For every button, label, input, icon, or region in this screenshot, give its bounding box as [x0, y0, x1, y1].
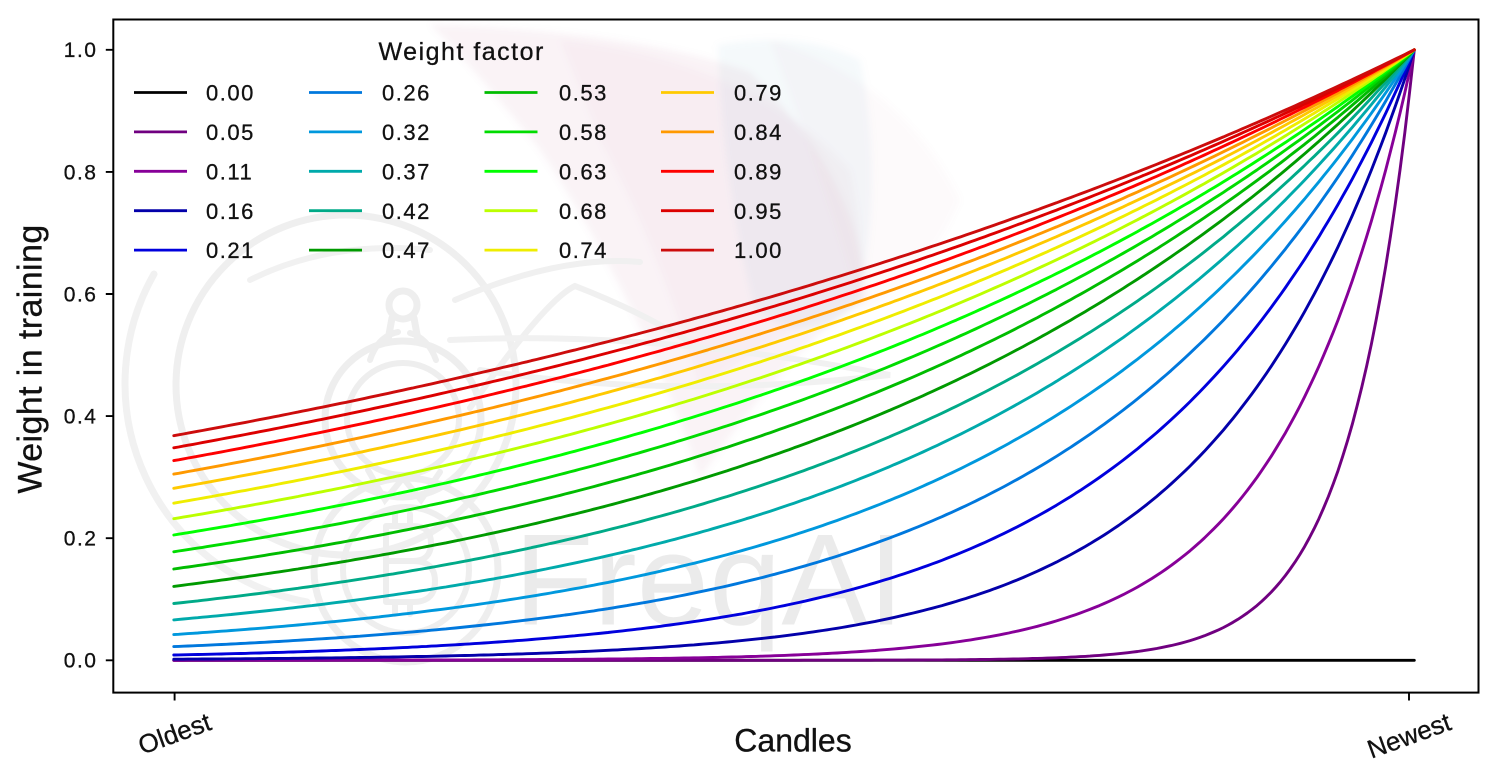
- svg-text:1.00: 1.00: [734, 238, 783, 263]
- svg-text:0.63: 0.63: [559, 159, 608, 184]
- svg-text:0.16: 0.16: [206, 199, 255, 224]
- svg-text:0.89: 0.89: [734, 159, 783, 184]
- svg-text:0.8: 0.8: [64, 161, 98, 184]
- svg-text:0.84: 0.84: [734, 120, 783, 145]
- svg-text:0.42: 0.42: [382, 199, 431, 224]
- svg-text:Weight in training: Weight in training: [12, 224, 50, 493]
- svg-text:Weight factor: Weight factor: [379, 38, 545, 66]
- svg-text:0.0: 0.0: [64, 650, 98, 673]
- svg-text:0.6: 0.6: [64, 283, 98, 306]
- svg-text:0.2: 0.2: [64, 528, 98, 551]
- svg-text:0.53: 0.53: [559, 81, 608, 106]
- svg-text:0.4: 0.4: [64, 406, 98, 429]
- svg-text:0.74: 0.74: [559, 238, 608, 263]
- svg-text:0.32: 0.32: [382, 120, 431, 145]
- svg-text:0.11: 0.11: [206, 159, 253, 184]
- svg-text:0.00: 0.00: [206, 81, 255, 106]
- svg-text:0.58: 0.58: [559, 120, 608, 145]
- svg-text:0.68: 0.68: [559, 199, 608, 224]
- svg-text:0.79: 0.79: [734, 81, 783, 106]
- svg-text:1.0: 1.0: [64, 39, 98, 62]
- svg-text:0.37: 0.37: [382, 159, 431, 184]
- svg-text:0.95: 0.95: [734, 199, 783, 224]
- svg-text:0.47: 0.47: [382, 238, 431, 263]
- svg-text:0.05: 0.05: [206, 120, 255, 145]
- svg-text:0.21: 0.21: [206, 238, 255, 263]
- svg-text:Candles: Candles: [734, 723, 851, 759]
- svg-text:0.26: 0.26: [382, 81, 431, 106]
